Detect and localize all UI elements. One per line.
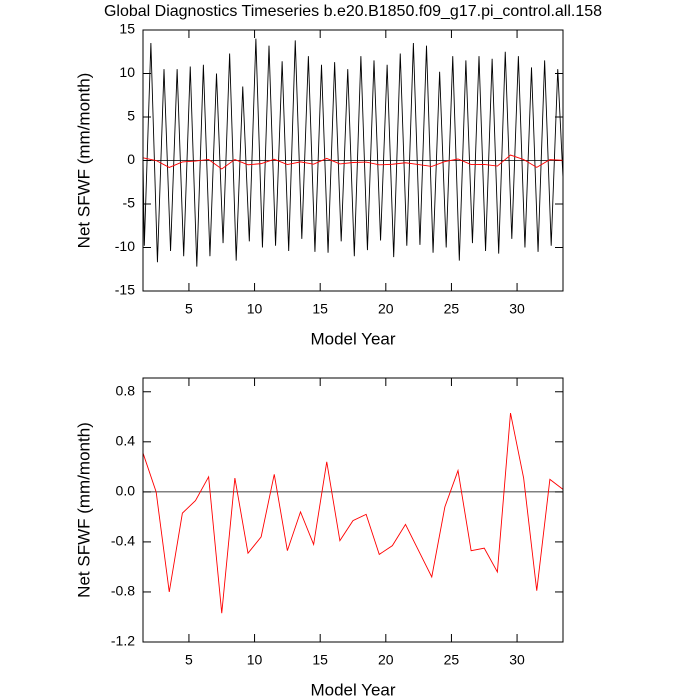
y-tick-label: -15 [115,282,135,298]
y-tick-label: -5 [123,195,136,211]
chart-title: Global Diagnostics Timeseries b.e20.B185… [104,3,602,20]
data-line [142,38,564,267]
x-tick-label: 10 [247,301,263,317]
x-tick-label: 25 [444,301,460,317]
x-tick-label: 30 [509,301,525,317]
x-tick-label: 20 [378,301,394,317]
x-tick-label: 30 [509,652,525,668]
x-axis-title: Model Year [310,329,395,348]
data-line [142,412,564,614]
y-axis-title: Net SFWF (mm/month) [74,73,93,249]
data-line [142,154,564,170]
plot-frame [142,377,564,643]
x-tick-label: 5 [185,652,193,668]
y-tick-label: 0 [127,151,135,167]
y-tick-label: 15 [119,21,135,37]
y-tick-label: 0.8 [116,382,136,398]
y-tick-label: -0.8 [111,583,135,599]
y-axis-title: Net SFWF (mm/month) [74,422,93,598]
x-axis-title: Model Year [310,680,395,699]
y-tick-label: 0.4 [116,433,136,449]
y-tick-label: -10 [115,238,135,254]
x-tick-label: 15 [312,652,328,668]
y-tick-label: -1.2 [111,633,135,649]
y-tick-label: 5 [127,108,135,124]
x-tick-label: 10 [247,652,263,668]
x-tick-label: 20 [378,652,394,668]
y-tick-label: 0.0 [116,483,136,499]
x-tick-label: 5 [185,301,193,317]
y-tick-label: -0.4 [111,533,135,549]
x-tick-label: 15 [312,301,328,317]
plot-frame [142,29,564,292]
y-tick-label: 10 [119,64,135,80]
x-tick-label: 25 [444,652,460,668]
